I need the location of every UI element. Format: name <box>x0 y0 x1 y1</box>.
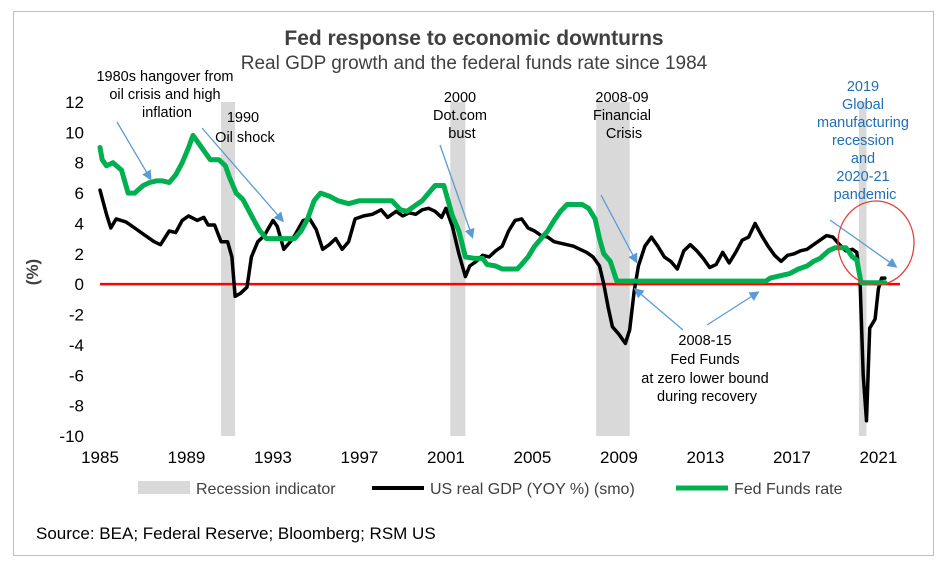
x-tick-label: 2001 <box>427 448 465 467</box>
x-tick-label: 2005 <box>514 448 552 467</box>
arrow-hangover <box>116 121 152 181</box>
arrow-zero-bound-left <box>633 288 684 331</box>
gdp-series-line <box>98 188 887 423</box>
x-tick-label: 2013 <box>686 448 724 467</box>
source-note: Source: BEA; Federal Reserve; Bloomberg;… <box>36 524 436 543</box>
annotation-financial-line-1: 2008-09 <box>595 90 648 106</box>
annotation-dotcom-line-2: Dot.com <box>433 108 487 124</box>
chart-title: Fed response to economic downturns <box>284 27 663 50</box>
y-tick-label: 0 <box>75 275 84 294</box>
annotation-dotcom-line-1: 2000 <box>444 90 476 106</box>
x-tick-label: 1989 <box>168 448 206 467</box>
arrow-zero-bound-right <box>706 291 760 326</box>
annotation-pandemic-line-3: manufacturing <box>817 115 909 131</box>
annotation-hangover: 1980s hangover from oil crisis and high … <box>96 69 237 121</box>
x-tick-label: 1985 <box>81 448 119 467</box>
legend: Recession indicator US real GDP (YOY %) … <box>138 481 843 498</box>
annotation-oil-shock-line-2: Oil shock <box>215 130 275 146</box>
x-tick-label: 2021 <box>859 448 897 467</box>
annotation-dotcom-line-3: bust <box>448 126 475 142</box>
annotation-hangover-line-2: oil crisis and high <box>109 87 220 103</box>
y-tick-label: 10 <box>65 123 84 142</box>
annotation-zero-bound-line-4: during recovery <box>657 389 758 405</box>
chart-subtitle: Real GDP growth and the federal funds ra… <box>241 53 708 74</box>
annotation-oil-shock: 1990 Oil shock <box>215 110 275 146</box>
annotation-pandemic-line-7: pandemic <box>834 187 897 203</box>
annotation-pandemic-line-4: recession <box>832 133 894 149</box>
x-tick-label: 2009 <box>600 448 638 467</box>
annotation-hangover-line-1: 1980s hangover from <box>96 69 233 85</box>
y-tick-label: -10 <box>59 427 84 446</box>
chart-frame <box>13 11 934 556</box>
y-tick-label: -8 <box>69 397 84 416</box>
annotation-zero-bound: 2008-15 Fed Funds at zero lower bound du… <box>641 333 772 405</box>
legend-swatch-recession <box>138 481 190 494</box>
annotation-hangover-line-3: inflation <box>142 105 192 121</box>
annotation-pandemic-line-6: 2020-21 <box>836 169 889 185</box>
annotation-financial-line-2: Financial <box>593 108 651 124</box>
y-tick-label: -6 <box>69 366 84 385</box>
legend-label-fed-funds: Fed Funds rate <box>734 481 843 498</box>
arrow-oil-shock <box>201 127 284 223</box>
annotation-pandemic-line-5: and <box>851 151 875 167</box>
y-tick-label: 8 <box>75 154 84 173</box>
y-tick-label: 2 <box>75 245 84 264</box>
y-tick-label: 4 <box>75 214 84 233</box>
legend-label-recession: Recession indicator <box>196 481 336 498</box>
annotation-oil-shock-line-1: 1990 <box>227 110 259 126</box>
x-tick-label: 1993 <box>254 448 292 467</box>
annotation-arrows <box>116 121 898 331</box>
data-series <box>97 132 888 423</box>
annotation-zero-bound-line-1: 2008-15 <box>678 333 731 349</box>
annotation-pandemic-line-1: 2019 <box>847 79 879 95</box>
annotation-financial-line-3: Crisis <box>606 126 642 142</box>
recession-band-3 <box>858 102 867 436</box>
x-tick-label: 2017 <box>773 448 811 467</box>
y-tick-label: -4 <box>69 336 84 355</box>
annotation-pandemic-line-2: Global <box>842 97 884 113</box>
annotation-financial-crisis: 2008-09 Financial Crisis <box>593 90 655 142</box>
y-axis-label: (%) <box>23 259 42 285</box>
annotation-dotcom: 2000 Dot.com bust <box>433 90 491 142</box>
legend-label-gdp: US real GDP (YOY %) (smo) <box>430 481 635 498</box>
pandemic-highlight-circle <box>837 200 915 286</box>
arrow-dotcom <box>439 144 475 239</box>
arrow-financial <box>600 194 638 264</box>
y-axis: -10 -8 -6 -4 -2 0 2 4 6 8 10 12 <box>59 93 84 446</box>
fed-funds-series-line <box>97 132 888 286</box>
y-tick-label: 12 <box>65 93 84 112</box>
y-tick-label: -2 <box>69 306 84 325</box>
x-tick-label: 1997 <box>341 448 379 467</box>
x-axis: 1985 1989 1993 1997 2001 2005 2009 2013 2017 2021 <box>81 448 897 467</box>
annotation-zero-bound-line-2: Fed Funds <box>670 352 739 368</box>
y-tick-label: 6 <box>75 184 84 203</box>
annotation-zero-bound-line-3: at zero lower bound <box>641 371 768 387</box>
annotation-pandemic: 2019 Global manufacturing recession and … <box>817 79 913 203</box>
